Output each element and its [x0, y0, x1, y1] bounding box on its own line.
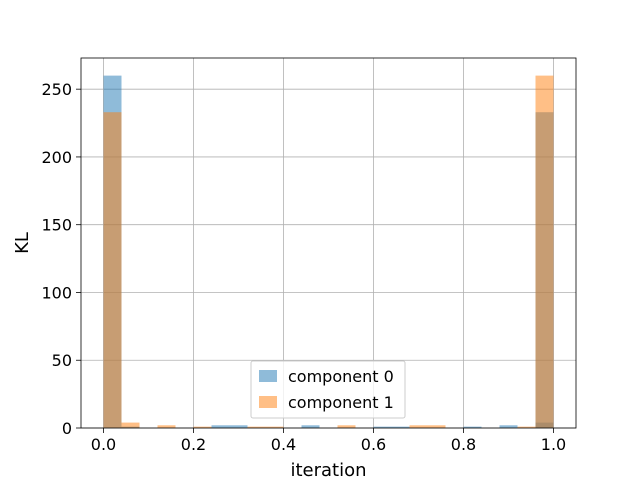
x-axis-ticks: 0.0 0.2 0.4 0.6 0.8 1.0	[91, 428, 566, 454]
bar-component-1	[193, 426, 212, 428]
x-tick-label: 0.2	[181, 435, 206, 454]
y-axis-ticks: 0 50 100 150 200 250	[41, 80, 81, 438]
bar-component-1	[121, 422, 140, 428]
bar-component-0	[373, 426, 392, 428]
bar-component-0	[229, 425, 248, 428]
y-tick-label: 250	[41, 80, 72, 99]
bar-component-1	[517, 426, 536, 428]
y-tick-label: 0	[62, 419, 72, 438]
x-tick-label: 0.4	[271, 435, 296, 454]
x-tick-label: 0.6	[361, 435, 386, 454]
legend-box	[250, 360, 406, 419]
y-tick-label: 100	[41, 283, 72, 302]
bar-component-1	[427, 425, 446, 428]
x-tick-label: 1.0	[541, 435, 566, 454]
y-tick-label: 50	[52, 351, 72, 370]
legend-label-component-0: component 0	[288, 367, 394, 386]
bar-component-1	[247, 426, 266, 428]
bar-component-0	[463, 426, 482, 428]
bar-component-0	[499, 425, 518, 428]
legend-swatch-component-0	[259, 370, 277, 382]
legend: component 0 component 1	[250, 360, 406, 419]
bars	[103, 75, 554, 428]
bar-component-1	[337, 425, 356, 428]
bar-component-1	[265, 426, 284, 428]
legend-label-component-1: component 1	[288, 393, 394, 412]
y-tick-label: 200	[41, 148, 72, 167]
bar-component-1	[535, 75, 554, 428]
x-tick-label: 0.0	[91, 435, 116, 454]
bar-component-0	[211, 425, 230, 428]
bar-component-1	[409, 425, 428, 428]
x-tick-label: 0.8	[451, 435, 476, 454]
y-tick-label: 150	[41, 216, 72, 235]
bar-component-0	[391, 426, 410, 428]
bar-component-1	[157, 425, 176, 428]
legend-swatch-component-1	[259, 396, 277, 408]
bar-component-1	[103, 112, 122, 428]
x-axis-label: iteration	[290, 460, 366, 480]
plot-frame	[80, 57, 577, 429]
bar-component-0	[301, 425, 320, 428]
y-axis-label: KL	[12, 232, 33, 254]
